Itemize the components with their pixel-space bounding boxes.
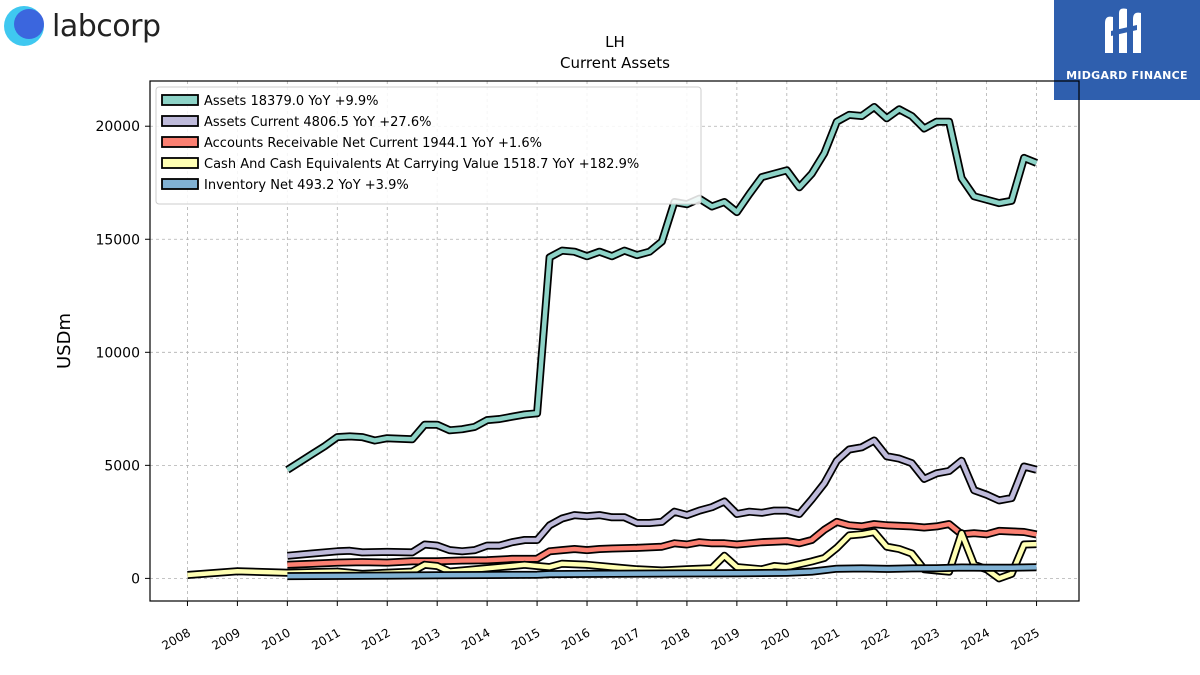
series-line-outline — [287, 563, 1037, 581]
series-accounts-receivable-net-current — [287, 517, 1038, 569]
x-tick-label: 2022 — [859, 625, 892, 652]
series-line-outline — [287, 436, 1038, 560]
x-tick-label: 2008 — [160, 625, 193, 652]
series-line-outline — [187, 528, 1037, 583]
chart-subtitle: Current Assets — [560, 54, 670, 72]
series-assets — [285, 103, 1038, 474]
legend-swatch — [161, 157, 199, 169]
series-line-outline — [287, 517, 1038, 569]
series-line-outline — [285, 103, 1038, 474]
x-tick-label: 2017 — [609, 625, 642, 652]
series-inventory-net — [287, 563, 1037, 581]
y-axis-label: USDm — [54, 313, 75, 369]
legend-entry: Cash And Cash Equivalents At Carrying Va… — [204, 157, 639, 172]
x-tick-label: 2010 — [259, 625, 292, 652]
x-tick-label: 2012 — [359, 625, 392, 652]
x-tick-label: 2014 — [459, 625, 492, 652]
legend-box — [155, 86, 702, 205]
x-tick-label: 2023 — [909, 625, 942, 652]
series-lines — [187, 103, 1038, 583]
x-tick-label: 2020 — [759, 625, 792, 652]
x-tick-label: 2009 — [209, 625, 242, 652]
y-tick-label: 5000 — [104, 458, 140, 474]
labcorp-logo-icon — [4, 5, 46, 47]
legend-swatch — [161, 94, 199, 106]
series-line — [287, 438, 1038, 559]
x-tick-label: 2021 — [809, 625, 842, 652]
series-line — [287, 564, 1037, 579]
y-tick-label: 0 — [131, 571, 140, 587]
legend-entry: Assets 18379.0 YoY +9.9% — [204, 94, 379, 109]
x-tick-label: 2013 — [409, 625, 442, 652]
x-tick-label: 2025 — [1009, 625, 1042, 652]
series-line — [286, 104, 1038, 472]
legend-entry: Inventory Net 493.2 YoY +3.9% — [204, 178, 409, 193]
legend: Assets 18379.0 YoY +9.9% Assets Current 4… — [155, 86, 702, 205]
x-tick-label: 2011 — [309, 625, 342, 652]
x-tick-label: 2016 — [559, 625, 592, 652]
axis-ticks: 0 5000 10000 15000 20000 2008 2009 2010 2011 2012… — [95, 119, 1042, 653]
midgard-finance-logo-text: MIDGARD FINANCE — [1066, 69, 1188, 82]
labcorp-logo-text: labcorp — [52, 8, 161, 44]
series-line — [187, 529, 1037, 581]
legend-swatch — [161, 136, 199, 148]
labcorp-logo: labcorp — [4, 4, 161, 48]
midgard-finance-logo: MIDGARD FINANCE — [1054, 0, 1200, 100]
chart-title: LH — [605, 33, 625, 51]
y-tick-label: 20000 — [95, 119, 140, 135]
legend-entry: Assets Current 4806.5 YoY +27.6% — [204, 115, 431, 130]
y-tick-label: 15000 — [95, 232, 140, 248]
series-line — [287, 519, 1037, 568]
x-tick-label: 2015 — [509, 625, 542, 652]
legend-swatch — [161, 115, 199, 127]
x-tick-label: 2024 — [959, 625, 992, 652]
plot-frame — [149, 80, 1080, 602]
x-tick-label: 2019 — [709, 625, 742, 652]
series-assets-current — [287, 436, 1038, 560]
legend-swatch — [161, 178, 199, 190]
x-tick-label: 2018 — [659, 625, 692, 652]
y-tick-label: 10000 — [95, 345, 140, 361]
midgard-finance-logo-icon — [1105, 8, 1141, 54]
legend-entry: Accounts Receivable Net Current 1944.1 Y… — [204, 136, 542, 151]
series-cash-and-cash-equivalents-at-carrying-value — [187, 528, 1037, 583]
grid — [150, 81, 1079, 601]
